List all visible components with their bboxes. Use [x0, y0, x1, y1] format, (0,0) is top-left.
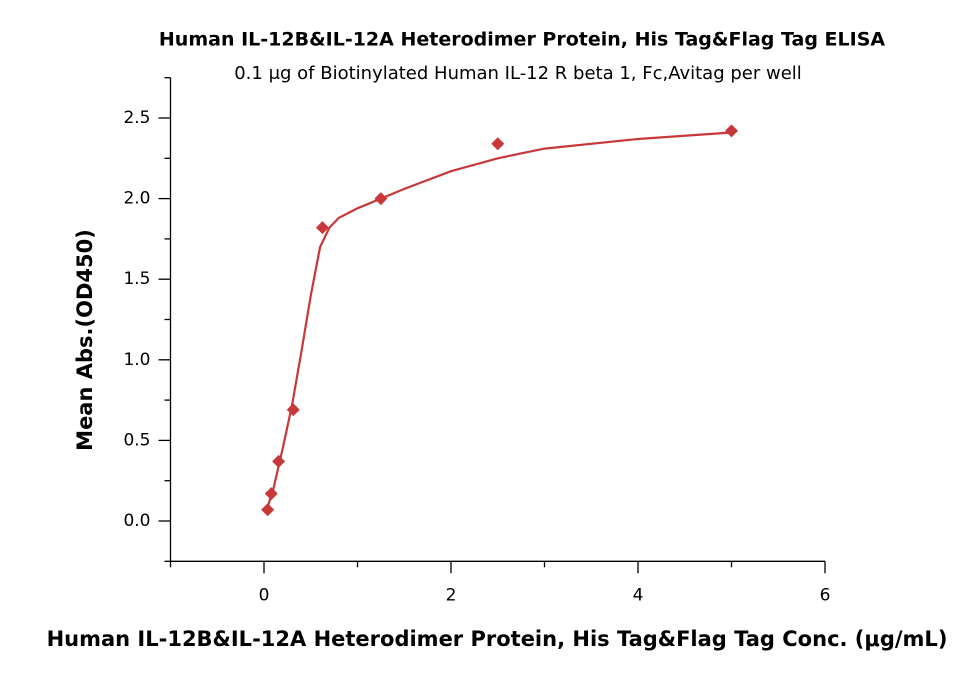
- x-tick-label: 6: [820, 585, 831, 605]
- data-point: [315, 221, 329, 235]
- data-point: [261, 503, 275, 517]
- data-point: [272, 454, 286, 468]
- y-axis-title: Mean Abs.(OD450): [73, 229, 97, 451]
- x-tick-label: 2: [446, 585, 457, 605]
- y-tick-label: 1.0: [123, 350, 150, 370]
- data-point: [374, 192, 388, 206]
- y-tick-label: 2.5: [123, 108, 150, 128]
- y-tick-label: 2.0: [123, 189, 150, 209]
- chart-title: Human IL-12B&IL-12A Heterodimer Protein,…: [159, 29, 885, 51]
- data-point: [286, 403, 300, 417]
- x-tick-label: 0: [259, 585, 270, 605]
- x-tick-label: 4: [633, 585, 644, 605]
- y-tick-label: 1.5: [123, 269, 150, 289]
- y-tick-label: 0.0: [123, 511, 150, 531]
- y-tick-label: 0.5: [123, 430, 150, 450]
- data-point: [491, 137, 505, 151]
- data-point: [264, 487, 278, 501]
- x-axis-title: Human IL-12B&IL-12A Heterodimer Protein,…: [47, 627, 948, 651]
- data-point: [725, 124, 738, 138]
- chart-subtitle: 0.1 μg of Biotinylated Human IL-12 R bet…: [234, 63, 802, 84]
- fit-curve: [264, 131, 732, 514]
